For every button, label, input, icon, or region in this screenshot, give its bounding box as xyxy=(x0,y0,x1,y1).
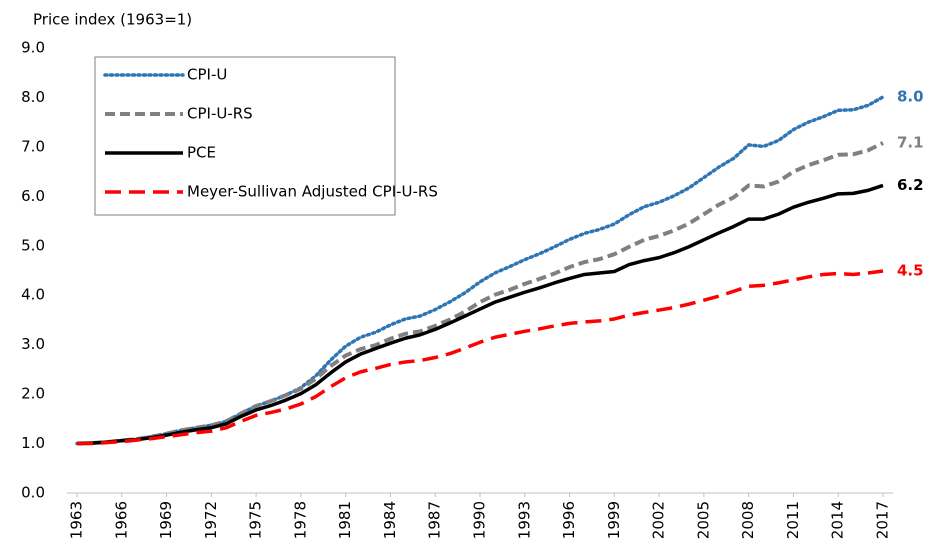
x-tick-label: 1990 xyxy=(471,501,489,539)
y-tick-label: 7.0 xyxy=(21,137,45,155)
x-tick-label: 1984 xyxy=(381,501,399,539)
x-tick-label: 1999 xyxy=(605,501,623,539)
x-tick-label: 1981 xyxy=(336,501,354,539)
y-tick-label: 8.0 xyxy=(21,88,45,106)
legend-label: CPI-U xyxy=(187,66,227,84)
series-line xyxy=(77,269,884,446)
y-tick-label: 5.0 xyxy=(21,236,45,254)
x-tick-label: 1975 xyxy=(247,501,265,539)
legend-label: PCE xyxy=(187,144,216,162)
series-line xyxy=(76,141,884,446)
x-tick-label: 2005 xyxy=(694,501,712,539)
series-line xyxy=(76,183,884,446)
x-tick-label: 1966 xyxy=(112,501,130,539)
y-tick-label: 9.0 xyxy=(21,39,45,57)
y-tick-label: 3.0 xyxy=(21,335,45,353)
y-tick-label: 1.0 xyxy=(21,434,45,452)
y-axis-label: Price index (1963=1) xyxy=(33,11,192,29)
end-label: 8.0 xyxy=(897,87,924,105)
y-tick-label: 0.0 xyxy=(21,484,45,502)
x-tick-label: 2002 xyxy=(650,501,668,539)
y-tick-label: 6.0 xyxy=(21,187,45,205)
legend-label: Meyer-Sullivan Adjusted CPI-U-RS xyxy=(187,183,438,201)
legend-label: CPI-U-RS xyxy=(187,105,253,123)
x-tick-label: 1978 xyxy=(291,501,309,539)
x-tick-label: 1996 xyxy=(560,501,578,539)
end-label: 4.5 xyxy=(897,261,924,279)
y-tick-label: 4.0 xyxy=(21,286,45,304)
x-tick-label: 1993 xyxy=(515,501,533,539)
x-tick-label: 1987 xyxy=(426,501,444,539)
x-tick-label: 2011 xyxy=(784,501,802,539)
end-label: 7.1 xyxy=(897,133,924,151)
x-tick-label: 2014 xyxy=(829,501,847,539)
x-tick-label: 1972 xyxy=(202,501,220,539)
y-tick-label: 2.0 xyxy=(21,385,45,403)
x-tick-label: 2008 xyxy=(739,501,757,539)
x-tick-label: 1969 xyxy=(157,501,175,539)
x-tick-label: 1963 xyxy=(68,501,86,539)
end-label: 6.2 xyxy=(897,176,924,194)
x-tick-label: 2017 xyxy=(874,501,892,539)
legend-box xyxy=(94,56,396,216)
